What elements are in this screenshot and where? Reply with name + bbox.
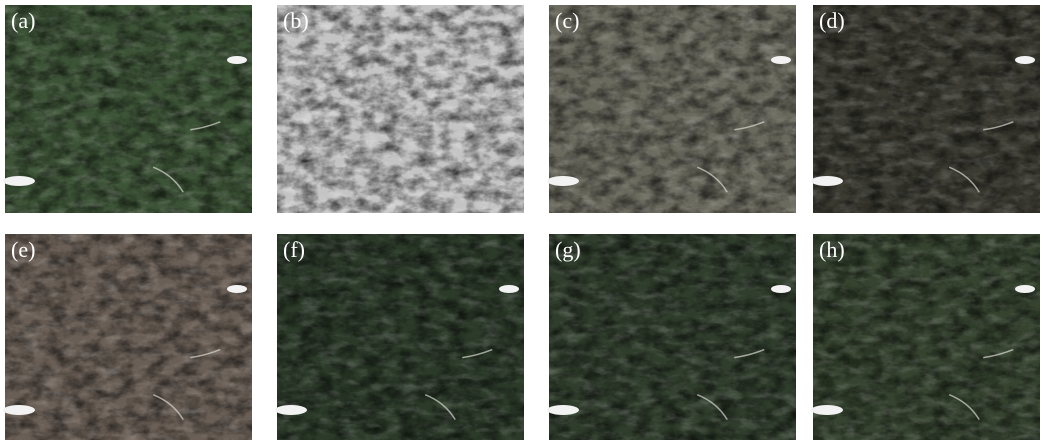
cloud-right: [227, 56, 247, 64]
cloud-left: [275, 405, 307, 415]
panel-label: (e): [11, 237, 35, 262]
image-panel: (a): [3, 5, 252, 213]
image-panel: (d): [811, 5, 1040, 213]
image-panel: (b): [277, 5, 524, 213]
panel-label: (g): [555, 237, 581, 262]
image-panel: (e): [3, 234, 252, 440]
cloud-right: [1015, 56, 1035, 64]
cloud-left: [811, 176, 843, 186]
terrain-highlight: [5, 5, 252, 213]
terrain-highlight: [549, 234, 796, 440]
image-panel: (c): [547, 5, 796, 213]
cloud-right: [499, 285, 519, 293]
terrain-highlight: [5, 234, 252, 440]
terrain-highlight: [549, 5, 796, 213]
image-panel: (g): [547, 234, 796, 440]
panel-label: (c): [555, 8, 579, 33]
cloud-left: [547, 405, 579, 415]
cloud-right: [771, 285, 791, 293]
cloud-right: [1015, 285, 1035, 293]
panel-label: (a): [11, 8, 35, 33]
cloud-right: [771, 56, 791, 64]
cloud-left: [811, 405, 843, 415]
panel-label: (h): [819, 237, 845, 262]
cloud-left: [3, 176, 35, 186]
panel-label: (d): [819, 8, 845, 33]
panel-grid: (a) (b) (c) (d) (e) (f) (g) (h): [3, 5, 1040, 440]
cloud-left: [547, 176, 579, 186]
terrain-highlight: [277, 234, 524, 440]
cloud-right: [227, 285, 247, 293]
panel-label: (b): [283, 8, 309, 33]
image-panel: (h): [811, 234, 1040, 440]
figure: (a) (b) (c) (d) (e) (f) (g) (h): [0, 0, 1045, 444]
image-panel: (f): [275, 234, 524, 440]
cloud-left: [3, 405, 35, 415]
panel-label: (f): [283, 237, 305, 262]
terrain-highlight: [277, 5, 524, 213]
terrain-highlight: [813, 5, 1040, 213]
terrain-highlight: [813, 234, 1040, 440]
